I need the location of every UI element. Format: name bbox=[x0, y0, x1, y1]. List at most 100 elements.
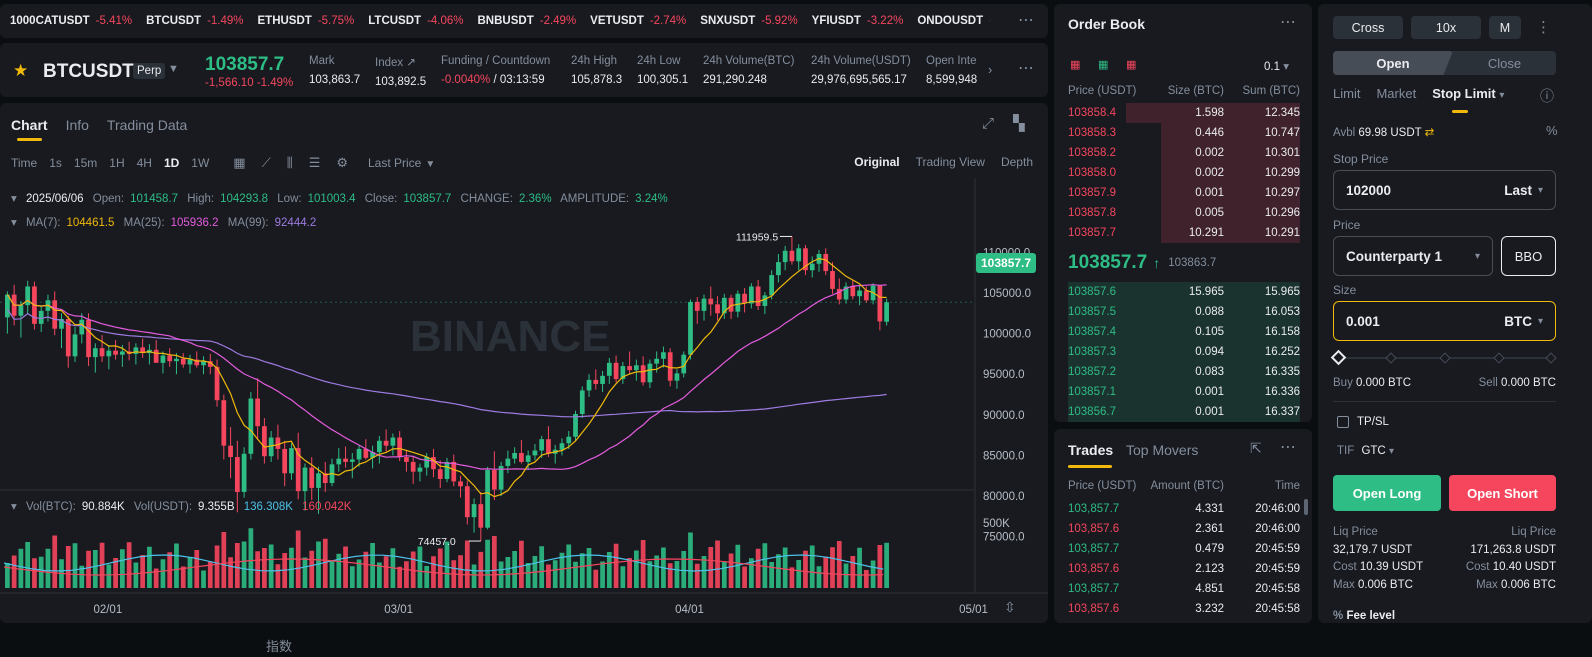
more-icon[interactable]: ⋯ bbox=[1280, 14, 1297, 31]
ask-row[interactable]: 103858.3 0.446 10.747 bbox=[1068, 123, 1300, 143]
tif-option[interactable]: TIF GTC ▾ bbox=[1337, 445, 1394, 457]
slider-handle[interactable] bbox=[1330, 349, 1347, 366]
tab-stop-limit[interactable]: Stop Limit ▾ bbox=[1432, 86, 1504, 113]
tpsl-option[interactable]: TP/SL bbox=[1337, 416, 1389, 428]
popout-icon[interactable]: ⇱ bbox=[1250, 440, 1262, 456]
tab-top-movers[interactable]: Top Movers bbox=[1126, 442, 1199, 458]
info-icon[interactable]: ⓘ bbox=[1540, 88, 1554, 104]
tpsl-checkbox[interactable] bbox=[1337, 416, 1349, 428]
open-tab[interactable]: Open bbox=[1333, 51, 1453, 75]
close-tab[interactable]: Close bbox=[1487, 55, 1522, 71]
timeframe-option[interactable]: 1D bbox=[163, 156, 180, 170]
fullscreen-icon[interactable]: ⤢ bbox=[982, 115, 995, 132]
ticker-item[interactable]: ONDOUSDT -3. bbox=[917, 15, 990, 27]
chevron-right-icon[interactable]: › bbox=[988, 62, 993, 77]
size-unit-select[interactable]: BTC bbox=[1504, 313, 1532, 329]
scrollbar[interactable] bbox=[1304, 499, 1308, 515]
chart-view-option[interactable]: Trading View bbox=[915, 155, 985, 169]
indicator-icon[interactable]: ⟋ bbox=[261, 155, 271, 170]
ask-row[interactable]: 103858.4 1.598 12.345 bbox=[1068, 103, 1300, 123]
bbo-button[interactable]: BBO bbox=[1501, 236, 1556, 276]
tab-trades[interactable]: Trades bbox=[1068, 442, 1114, 458]
slider-stop[interactable] bbox=[1385, 352, 1397, 364]
bid-row[interactable]: 103857.3 0.094 16.252 bbox=[1068, 342, 1300, 362]
chart-tab[interactable]: Trading Data bbox=[106, 117, 188, 133]
trade-row: 103,857.6 2.361 20:46:00 bbox=[1068, 519, 1300, 539]
chart-view-option[interactable]: Depth bbox=[1000, 155, 1033, 169]
ma-caret-icon[interactable]: ▾ bbox=[11, 217, 17, 229]
trade-row: 103,857.7 4.331 20:46:00 bbox=[1068, 499, 1300, 519]
calendar-icon[interactable]: ▦ bbox=[233, 155, 246, 170]
more-icon[interactable]: ⋯ bbox=[1280, 439, 1297, 456]
slider-stop[interactable] bbox=[1493, 352, 1505, 364]
ask-row[interactable]: 103858.0 0.002 10.299 bbox=[1068, 163, 1300, 183]
bid-row[interactable]: 103857.2 0.083 16.335 bbox=[1068, 362, 1300, 382]
slider-stop[interactable] bbox=[1439, 352, 1451, 364]
leverage-button[interactable]: 10x bbox=[1411, 16, 1481, 39]
timeframe-option[interactable]: 15m bbox=[73, 156, 98, 170]
ask-row[interactable]: 103857.9 0.001 10.297 bbox=[1068, 183, 1300, 203]
ticker-item[interactable]: BNBUSDT -2.49% bbox=[478, 15, 577, 27]
bid-row[interactable]: 103857.1 0.001 16.336 bbox=[1068, 382, 1300, 402]
price-select[interactable]: Counterparty 1 ▾ bbox=[1333, 236, 1493, 276]
transfer-icon[interactable]: ⇄ bbox=[1424, 127, 1435, 139]
ticker-item[interactable]: 1000CATUSDT -5.41% bbox=[10, 15, 132, 27]
stop-price-input[interactable]: 102000 Last ▾ bbox=[1333, 170, 1556, 210]
ask-row[interactable]: 103857.7 10.291 10.291 bbox=[1068, 223, 1300, 243]
bid-row[interactable]: 103857.6 15.965 15.965 bbox=[1068, 282, 1300, 302]
stop-trigger-select[interactable]: Last bbox=[1504, 182, 1532, 198]
ask-row[interactable]: 103857.8 0.005 10.296 bbox=[1068, 203, 1300, 223]
size-slider[interactable] bbox=[1330, 349, 1557, 366]
open-short-button[interactable]: Open Short bbox=[1449, 475, 1556, 511]
precision-select[interactable]: 0.1 ▾ bbox=[1264, 59, 1289, 73]
margin-mode-button[interactable]: Cross bbox=[1333, 16, 1403, 39]
symbol-name[interactable]: BTCUSDT bbox=[43, 61, 134, 82]
timeframe-option[interactable]: 4H bbox=[136, 156, 152, 170]
ticker-item[interactable]: ETHUSDT -5.75% bbox=[258, 15, 355, 27]
candlestick-chart[interactable]: BINANCE110000.0105000.0100000.095000.090… bbox=[0, 103, 1048, 623]
view-bids-icon[interactable]: ▦ bbox=[1098, 59, 1109, 71]
bid-row[interactable]: 103856.7 0.001 16.337 bbox=[1068, 402, 1300, 422]
template-icon[interactable]: ☰ bbox=[308, 155, 321, 170]
more-icon[interactable]: ⋯ bbox=[1018, 60, 1035, 77]
tab-market[interactable]: Market bbox=[1376, 86, 1417, 101]
ohlc-caret-icon[interactable]: ▾ bbox=[11, 193, 17, 205]
timeframe-option[interactable]: 1H bbox=[109, 156, 125, 170]
candle-body bbox=[721, 297, 727, 314]
vol-caret-icon[interactable]: ▾ bbox=[11, 501, 17, 513]
layout-grid-icon[interactable]: ▚ bbox=[1013, 115, 1025, 132]
price-type-select[interactable]: Last Price ▼ bbox=[368, 156, 435, 170]
tif-value[interactable]: GTC bbox=[1361, 445, 1386, 457]
scale-icon[interactable]: ⇳ bbox=[1004, 599, 1016, 615]
chart-tab[interactable]: Chart bbox=[11, 117, 48, 141]
bid-row[interactable]: 103857.5 0.088 16.053 bbox=[1068, 302, 1300, 322]
ticker-item[interactable]: LTCUSDT -4.06% bbox=[368, 15, 463, 27]
chart-view-option[interactable]: Original bbox=[854, 155, 900, 169]
ask-row[interactable]: 103858.2 0.002 10.301 bbox=[1068, 143, 1300, 163]
timeframe-option[interactable]: 1W bbox=[191, 156, 210, 170]
fee-level[interactable]: % Fee level bbox=[1333, 610, 1395, 622]
favorite-star-icon[interactable]: ★ bbox=[13, 61, 29, 80]
ticker-item[interactable]: SNXUSDT -5.92% bbox=[700, 15, 797, 27]
tab-limit[interactable]: Limit bbox=[1333, 86, 1361, 101]
size-input[interactable]: 0.001 BTC ▾ bbox=[1333, 301, 1556, 341]
asset-mode-button[interactable]: M bbox=[1489, 16, 1521, 39]
chart-tab[interactable]: Info bbox=[65, 117, 89, 133]
chevron-down-icon[interactable]: ▼ bbox=[168, 63, 179, 75]
ticker-item[interactable]: YFIUSDT -3.22% bbox=[812, 15, 904, 27]
bid-row[interactable]: 103857.4 0.105 16.158 bbox=[1068, 322, 1300, 342]
calculator-icon[interactable]: % bbox=[1546, 123, 1558, 138]
ticker-item[interactable]: BTCUSDT -1.49% bbox=[146, 15, 243, 27]
open-long-button[interactable]: Open Long bbox=[1333, 475, 1441, 511]
more-icon[interactable]: ⋯ bbox=[1018, 12, 1035, 29]
ticker-item[interactable]: VETUSDT -2.74% bbox=[590, 15, 686, 27]
candle-type-icon[interactable]: ⫼ bbox=[286, 155, 293, 170]
timeframe-option[interactable]: 1s bbox=[49, 156, 62, 170]
candle-body bbox=[160, 355, 166, 363]
view-both-icon[interactable]: ▦ bbox=[1070, 59, 1081, 71]
slider-stop[interactable] bbox=[1545, 352, 1557, 364]
more-icon[interactable]: ⋮ bbox=[1536, 19, 1551, 36]
view-asks-icon[interactable]: ▦ bbox=[1126, 59, 1137, 71]
settings-icon[interactable]: ⚙ bbox=[336, 155, 348, 170]
timeframe-option[interactable]: Time bbox=[11, 156, 38, 170]
